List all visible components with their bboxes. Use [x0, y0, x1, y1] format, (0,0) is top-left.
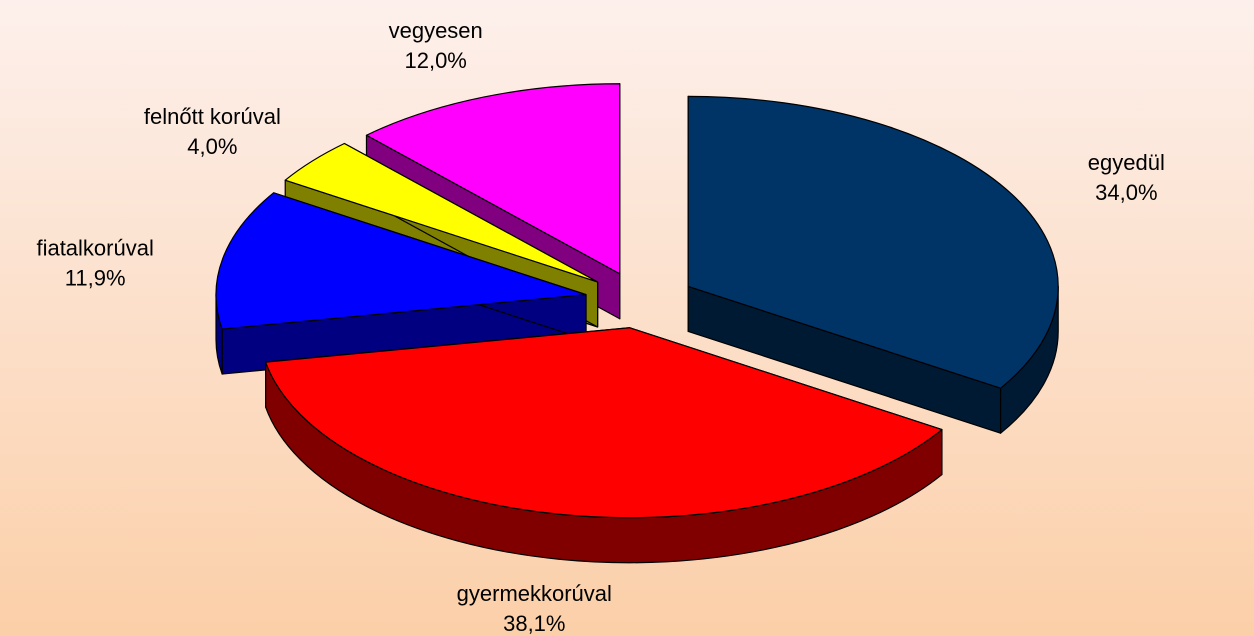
- slice: [215, 192, 587, 330]
- slice-label: fiatalkorúval: [36, 236, 153, 261]
- slice-label: egyedül: [1088, 150, 1165, 175]
- slice: [284, 142, 599, 283]
- slice-value-label: 11,9%: [65, 266, 126, 291]
- slice-label: gyermekkorúval: [457, 581, 612, 606]
- slice-value-label: 12,0%: [404, 48, 466, 73]
- slice-value-label: 4,0%: [187, 134, 237, 159]
- slice-label: vegyesen: [389, 18, 483, 43]
- slice: [215, 192, 587, 375]
- slice: [687, 95, 1059, 389]
- slice: [687, 95, 1059, 434]
- slice-label: felnőtt korúval: [144, 104, 281, 129]
- slice-value-label: 34,0%: [1095, 180, 1157, 205]
- slice: [365, 83, 621, 275]
- slice: [265, 327, 943, 519]
- slice: [265, 327, 943, 564]
- slice-value-label: 38,1%: [503, 611, 565, 636]
